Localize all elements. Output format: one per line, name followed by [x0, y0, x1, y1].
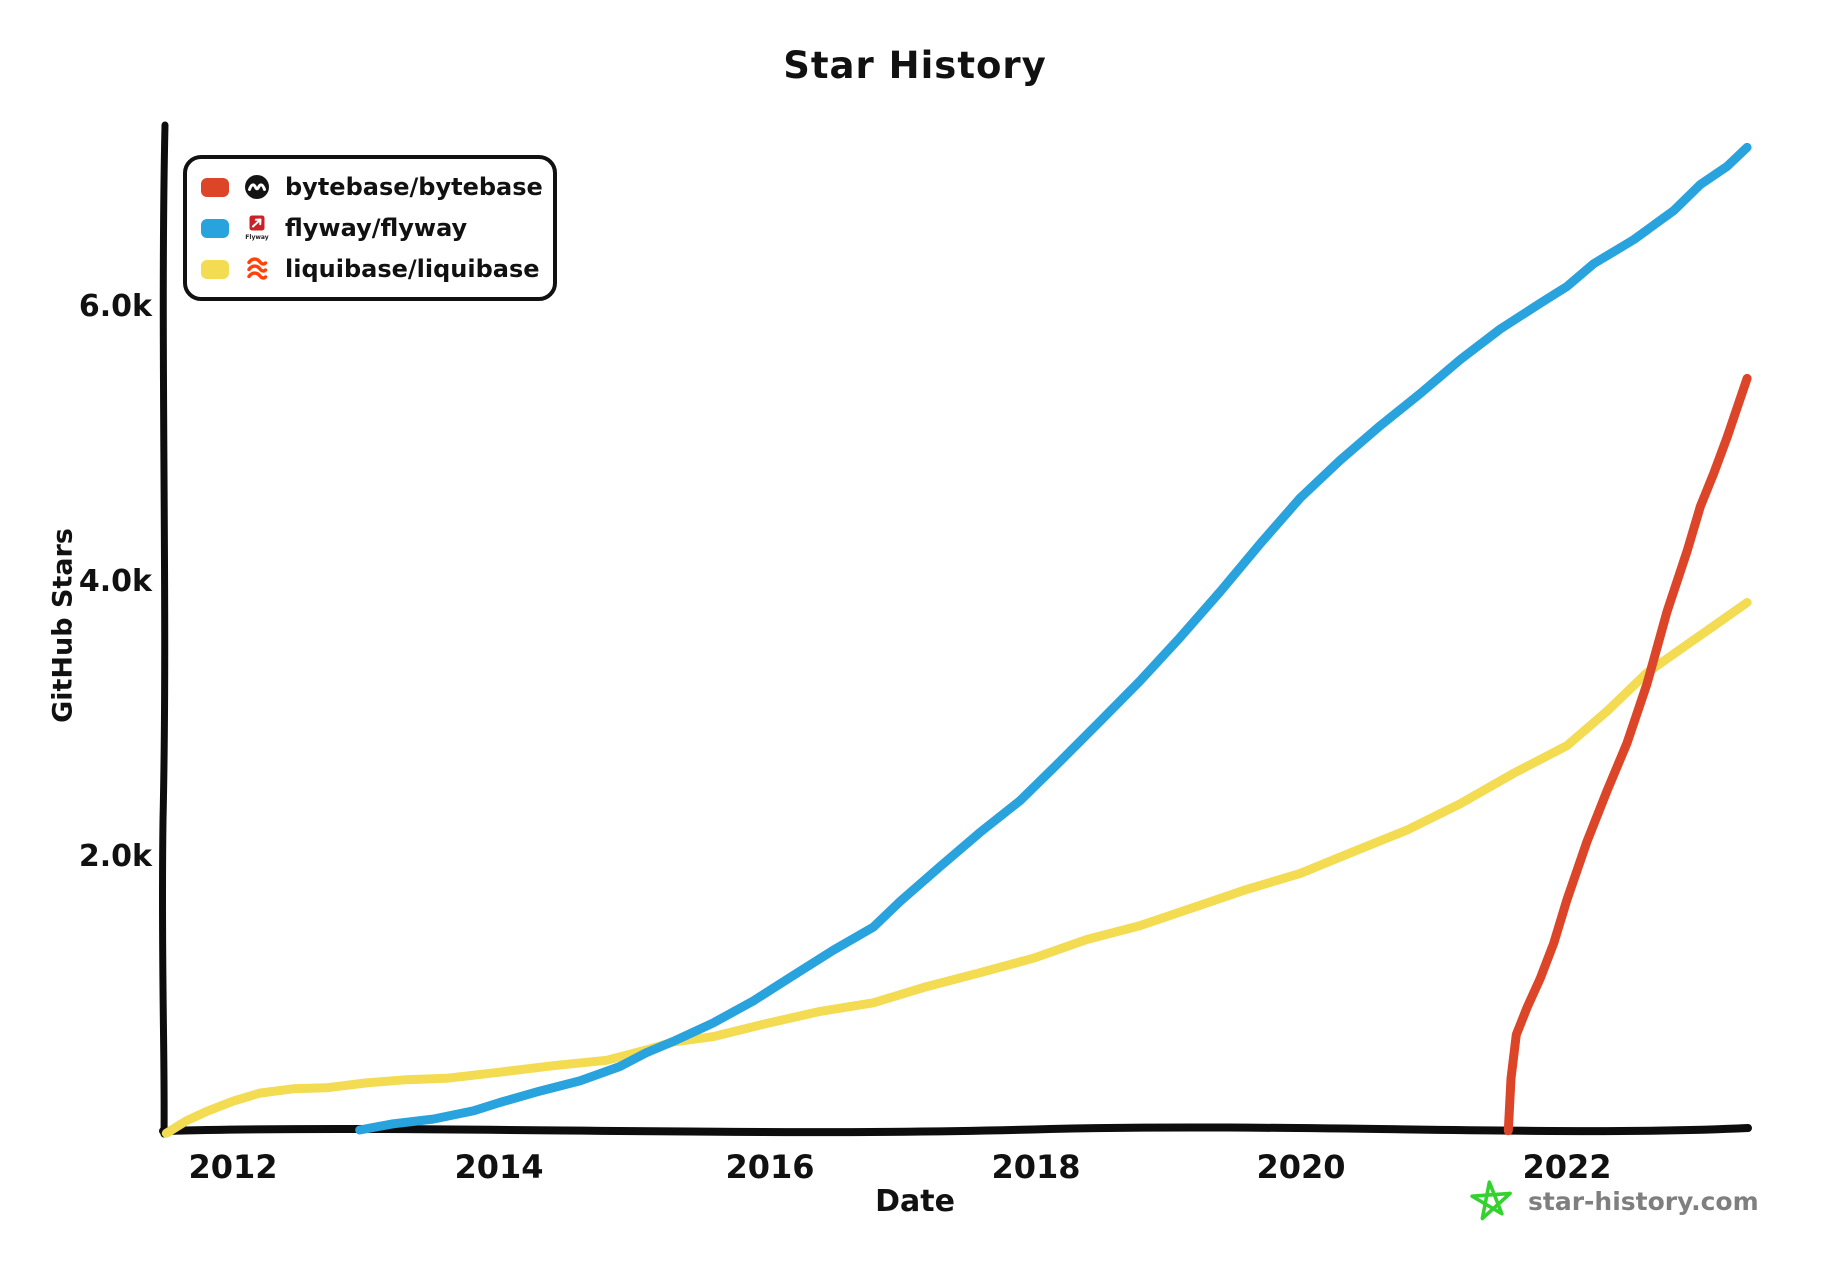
y-axis-title: GitHub Stars — [47, 528, 79, 723]
svg-text:Flyway: Flyway — [245, 234, 268, 241]
series-line-bytebase — [1503, 373, 1752, 1136]
legend-label-bytebase: bytebase/bytebase — [285, 173, 543, 201]
legend-item-liquibase: liquibase/liquibase — [201, 254, 553, 284]
x-tick-2018: 2018 — [991, 1148, 1081, 1186]
x-axis-line — [159, 1123, 1752, 1137]
y-tick-2k: 2.0k — [78, 839, 152, 874]
y-tick-4k: 4.0k — [78, 564, 152, 599]
legend-item-bytebase: bytebase/bytebase — [201, 172, 553, 202]
flyway-color-swatch — [201, 218, 229, 238]
x-tick-2012: 2012 — [188, 1148, 278, 1186]
star-icon — [1467, 1175, 1517, 1227]
legend-label-liquibase: liquibase/liquibase — [285, 255, 540, 283]
watermark: star-history.com — [1470, 1178, 1759, 1224]
legend-label-flyway: flyway/flyway — [285, 214, 468, 242]
x-tick-2016: 2016 — [725, 1148, 815, 1186]
watermark-text: star-history.com — [1528, 1186, 1759, 1216]
bytebase-color-swatch — [201, 177, 229, 197]
flyway-logo-icon: Flyway — [244, 215, 270, 241]
x-tick-2022: 2022 — [1522, 1148, 1612, 1186]
chart-title: Star History — [783, 44, 1047, 87]
bytebase-logo-icon — [244, 174, 270, 200]
y-tick-6k: 6.0k — [78, 289, 152, 324]
legend-item-flyway: Flyway flyway/flyway — [201, 213, 553, 243]
series-line-flyway — [355, 142, 1752, 1135]
x-tick-2014: 2014 — [454, 1148, 544, 1186]
x-tick-2020: 2020 — [1256, 1148, 1346, 1186]
liquibase-logo-icon — [244, 256, 270, 282]
liquibase-color-swatch — [201, 259, 229, 279]
y-axis-line — [158, 121, 169, 1138]
legend: bytebase/bytebase Flyway flyway/flyway — [183, 155, 557, 301]
x-axis-title: Date — [875, 1184, 955, 1219]
series-line-liquibase — [161, 598, 1752, 1138]
